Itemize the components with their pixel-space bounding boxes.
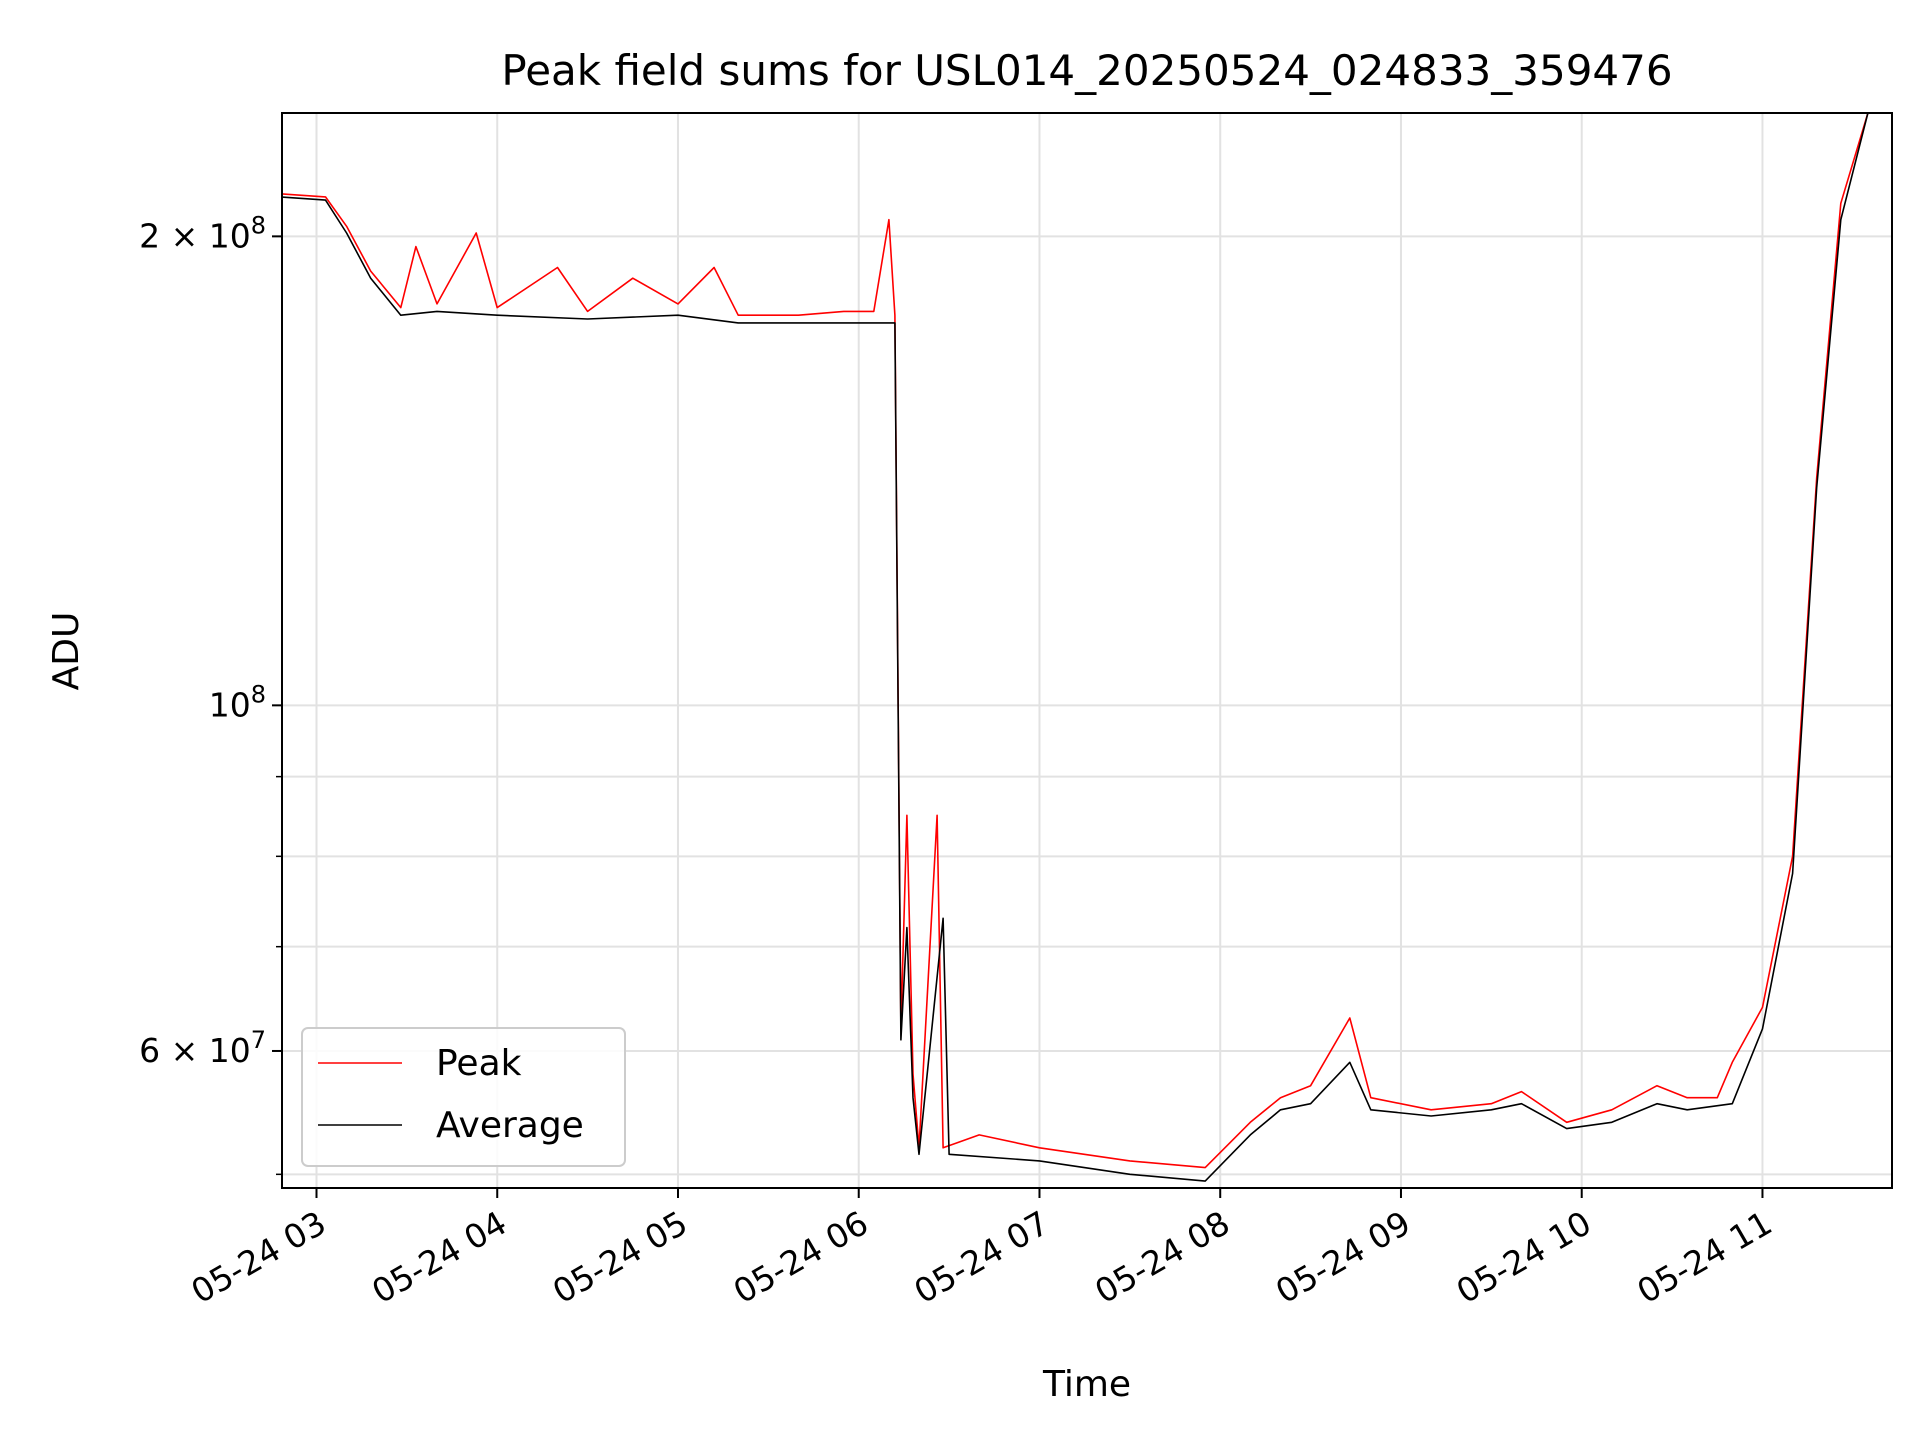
legend-label-peak: Peak [436, 1043, 522, 1084]
x-axis-label: Time [1042, 1364, 1131, 1405]
series-layer [282, 113, 1892, 1182]
legend: Peak Average [301, 1027, 626, 1167]
y-tick-label: 6 × 107 [139, 1026, 266, 1070]
grid [282, 113, 1892, 1188]
chart-title: Peak field sums for USL014_20250524_0248… [501, 46, 1672, 95]
y-axis: 6 × 107 108 2 × 108 [139, 211, 282, 1176]
y-tick-label: 108 [209, 680, 266, 724]
y-axis-label: ADU [46, 612, 87, 691]
legend-label-average: Average [436, 1105, 584, 1146]
series-line-average [282, 113, 1892, 1182]
y-tick-label: 2 × 108 [139, 211, 266, 255]
plot-frame [281, 112, 1893, 1189]
series-line-peak [282, 113, 1892, 1169]
